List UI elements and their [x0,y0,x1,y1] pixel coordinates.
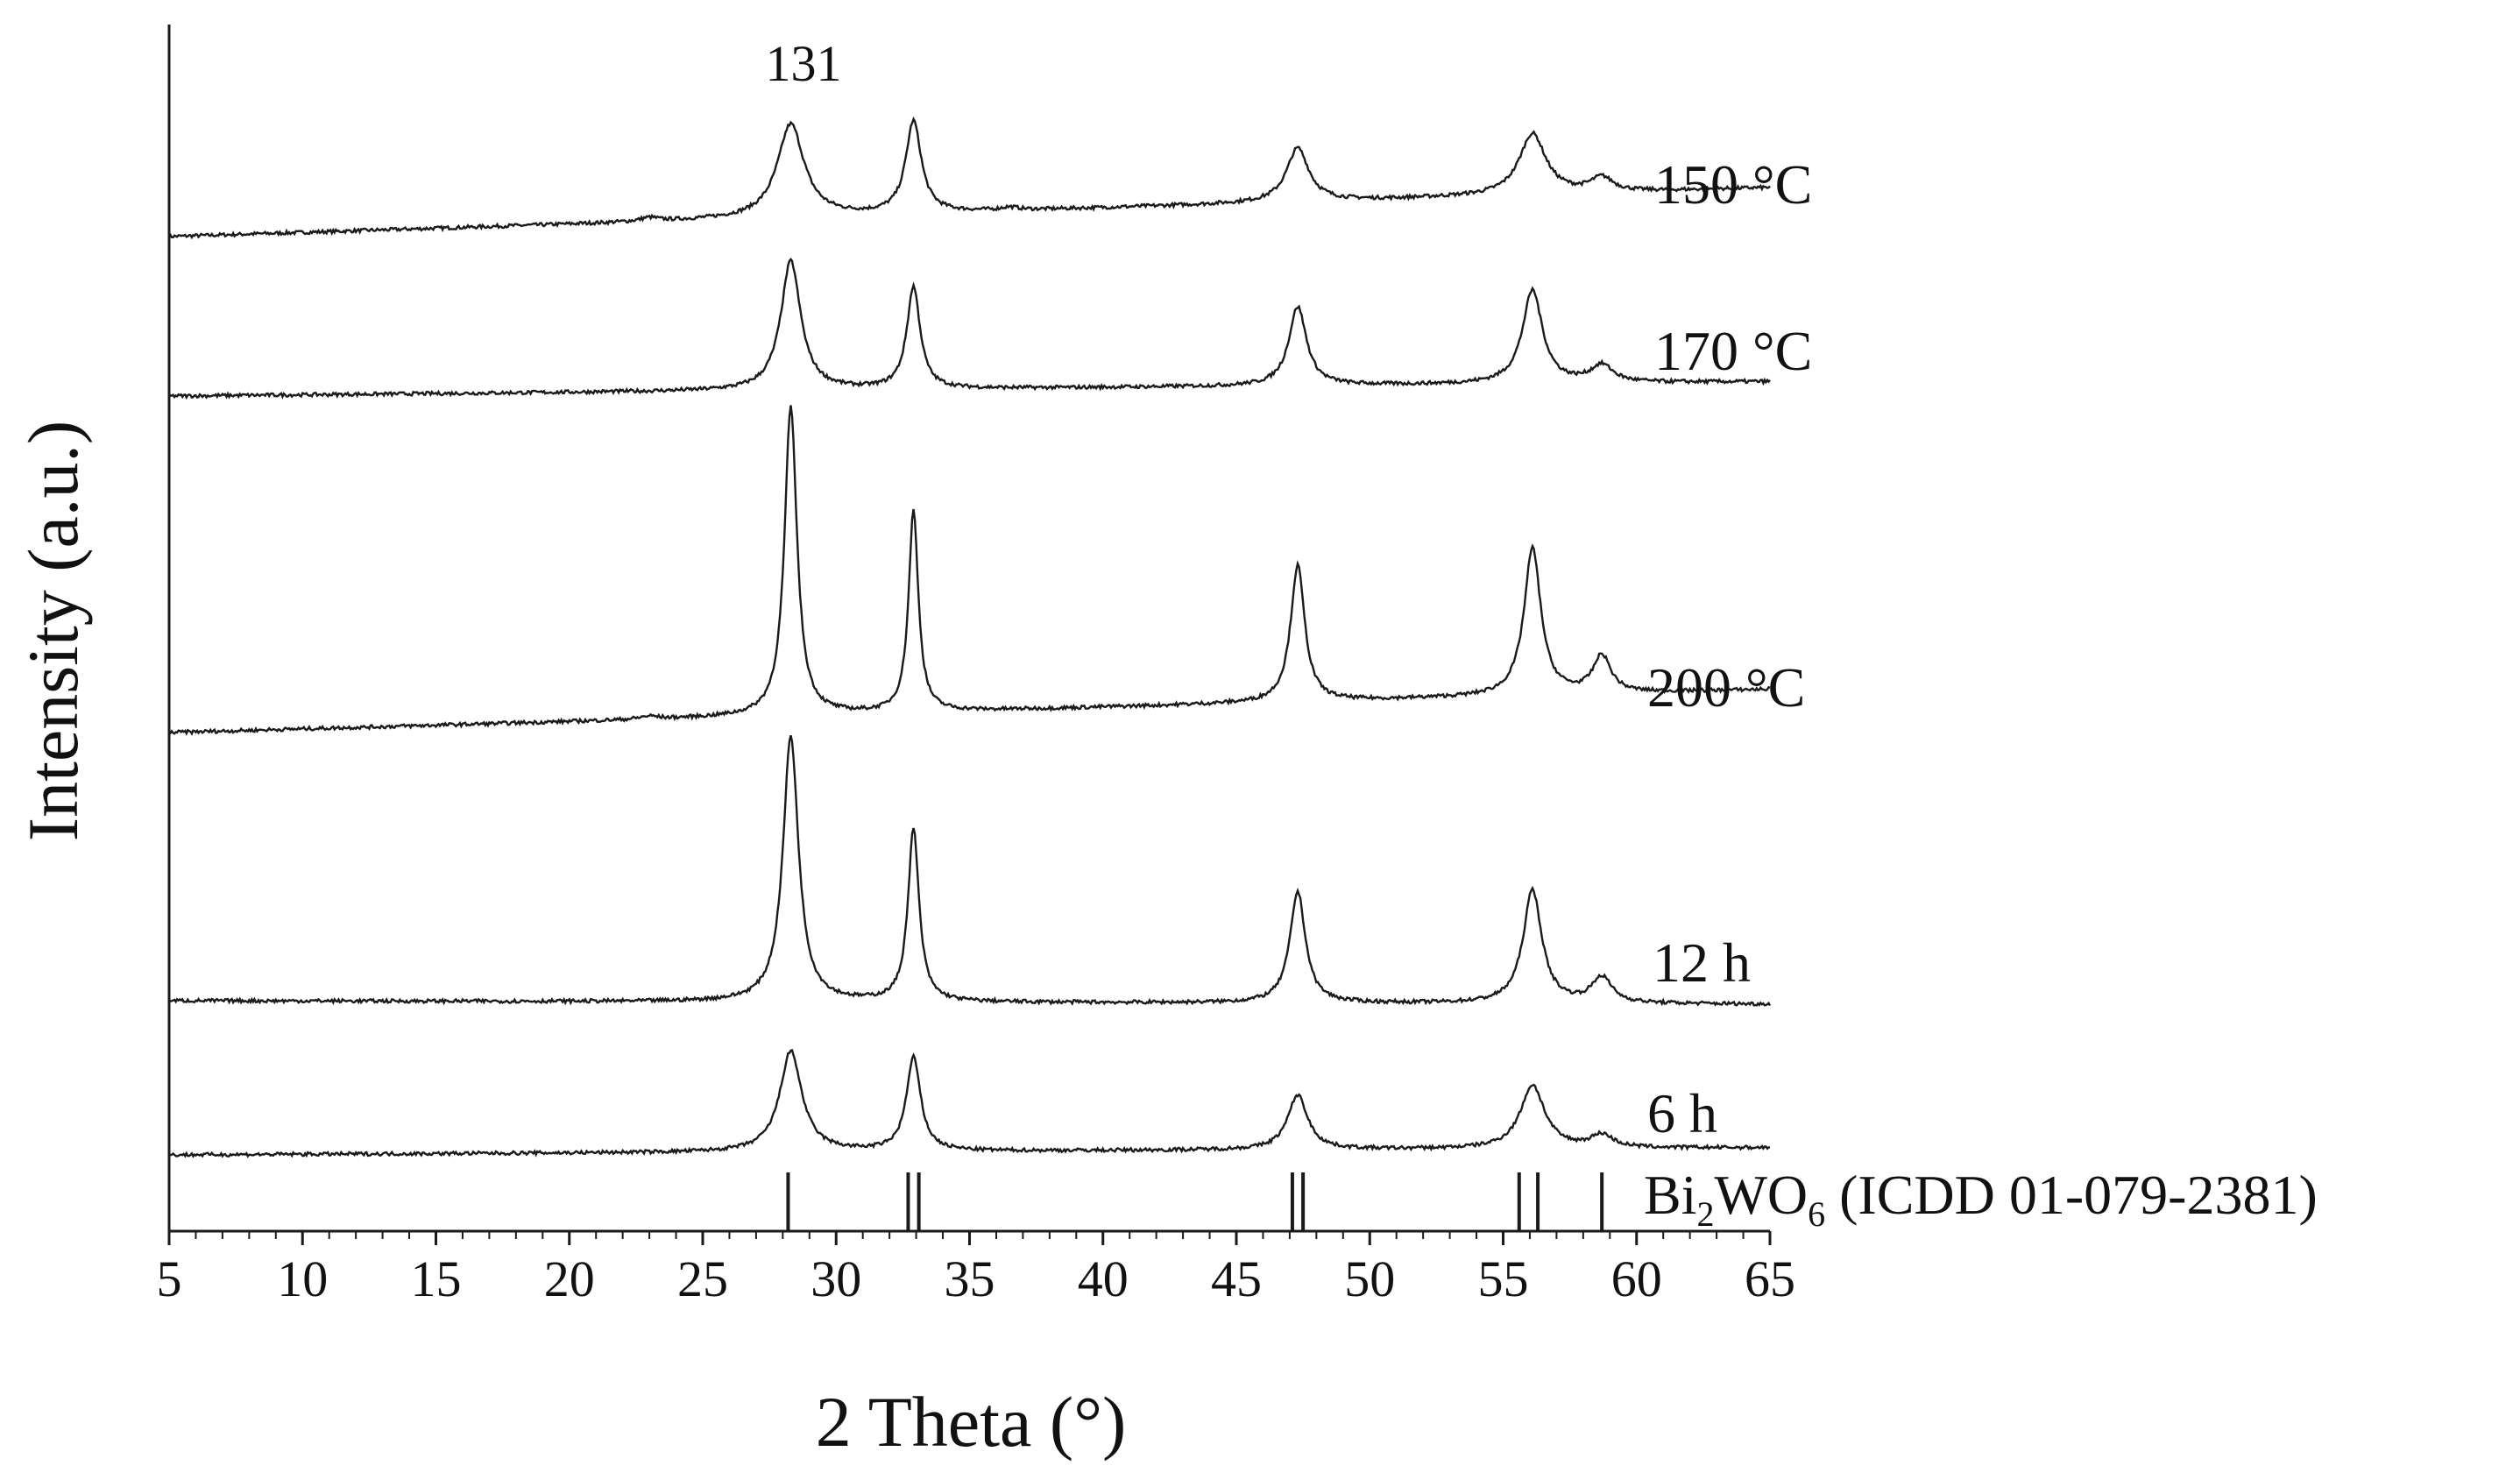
series-line-2 [168,257,1771,400]
x-tick-label: 15 [411,1250,462,1307]
series-line-4 [168,735,1772,1007]
reference-label-part: (ICDD 01-079-2381) [1825,1164,2318,1226]
reference-layer [786,1172,1604,1231]
x-axis-title: 2 Theta (°) [816,1382,1127,1462]
x-tick-label: 40 [1078,1250,1129,1307]
labels-layer: 2 Theta (°) Intensity (a.u.) 131 Bi2WO6 … [13,35,2318,1462]
x-tick-label: 25 [677,1250,728,1307]
series-line-3 [168,405,1771,736]
series-line-1 [167,117,1771,240]
x-tick-label: 60 [1611,1250,1662,1307]
x-tick-label: 5 [157,1250,182,1307]
series-label-4: 12 h [1653,931,1751,994]
peak-annotation-131: 131 [766,35,842,92]
reference-label-part: Bi [1644,1164,1696,1226]
tick-layer: 5 10 15 20 25 30 35 40 45 50 55 60 65 [157,1231,1795,1307]
series-label-2: 170 °C [1654,320,1812,382]
reference-label-part: WO [1714,1164,1808,1226]
x-tick-label: 35 [945,1250,995,1307]
x-tick-label: 10 [277,1250,328,1307]
x-tick-label: 30 [811,1250,861,1307]
x-tick-label: 65 [1745,1250,1795,1307]
reference-label: Bi2WO6 (ICDD 01-079-2381) [1644,1164,2318,1234]
axes-layer [167,25,1770,1233]
series-line-5 [168,1049,1770,1158]
x-tick-label: 55 [1478,1250,1529,1307]
reference-label-sub: 2 [1696,1194,1714,1234]
reference-label-sub: 6 [1808,1194,1825,1234]
y-axis-title: Intensity (a.u.) [13,421,93,841]
series-label-3: 200 °C [1647,656,1805,719]
series-label-5: 6 h [1647,1082,1717,1144]
series-label-1: 150 °C [1654,153,1812,216]
curves-layer [167,117,1772,1158]
x-tick-label: 45 [1211,1250,1262,1307]
x-tick-label: 20 [544,1250,595,1307]
x-tick-label: 50 [1344,1250,1395,1307]
